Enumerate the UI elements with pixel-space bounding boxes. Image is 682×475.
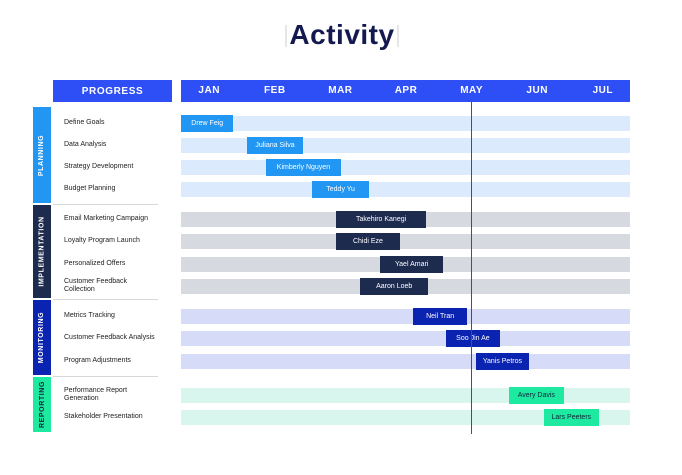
task-track: [181, 330, 630, 346]
phase-divider: [53, 299, 158, 300]
task-bar[interactable]: Neil Tran: [412, 307, 468, 325]
task-label: Performance Report Generation: [64, 386, 128, 403]
month-may: MAY: [460, 85, 483, 96]
phase-divider: [53, 204, 158, 205]
task-bar[interactable]: Aaron Loeb: [360, 277, 429, 295]
phase-label: IMPLEMENTATION: [38, 216, 46, 287]
phase-planning: PLANNING: [33, 107, 51, 203]
task-label: Customer Feedback Collection: [64, 277, 128, 294]
task-track: [181, 409, 630, 425]
task-bar[interactable]: Kimberly Nguyen: [266, 158, 341, 176]
task-bar[interactable]: Yanis Petros: [476, 352, 529, 370]
task-label: Loyalty Program Launch: [64, 236, 140, 244]
task-label: Define Goals: [64, 118, 105, 126]
month-mar: MAR: [328, 85, 353, 96]
phase-implementation: IMPLEMENTATION: [33, 205, 51, 298]
phase-label: MONITORING: [38, 311, 46, 364]
task-track: [181, 159, 630, 175]
month-jul: JUL: [592, 85, 613, 96]
task-label: Budget Planning: [64, 184, 116, 192]
task-label: Stakeholder Presentation: [64, 412, 143, 420]
task-bar[interactable]: Teddy Yu: [312, 180, 370, 198]
phase-monitoring: MONITORING: [33, 300, 51, 375]
task-bar[interactable]: Chidi Eze: [336, 232, 400, 250]
phase-divider: [53, 376, 158, 377]
task-label: Personalized Offers: [64, 259, 126, 267]
task-label: Customer Feedback Analysis: [64, 333, 155, 341]
task-bar[interactable]: Juliana Silva: [246, 136, 304, 154]
task-label: Program Adjustments: [64, 356, 131, 364]
phase-reporting: REPORTING: [33, 377, 51, 432]
task-bar[interactable]: Soo Jin Ae: [445, 329, 501, 347]
task-label: Email Marketing Campaign: [64, 214, 149, 222]
task-bar[interactable]: Avery Davis: [509, 386, 564, 404]
month-jun: JUN: [526, 85, 548, 96]
task-track: [181, 233, 630, 249]
task-track: [181, 308, 630, 324]
task-label: Strategy Development: [64, 162, 134, 170]
task-track: [181, 353, 630, 369]
month-feb: FEB: [264, 85, 286, 96]
month-jan: JAN: [198, 85, 220, 96]
task-bar[interactable]: Lars Peeters: [543, 408, 599, 426]
task-label: Metrics Tracking: [64, 311, 115, 319]
task-label: Data Analysis: [64, 140, 107, 148]
progress-header: PROGRESS: [53, 80, 172, 102]
task-track: [181, 181, 630, 197]
page-title: Activity: [285, 19, 399, 51]
current-date-line: [471, 102, 472, 434]
timeline-header: JAN FEB MAR APR MAY JUN JUL: [181, 80, 630, 102]
phase-label: REPORTING: [38, 380, 46, 429]
month-apr: APR: [394, 85, 418, 96]
task-bar[interactable]: Yael Amari: [379, 255, 444, 273]
phase-label: PLANNING: [38, 134, 46, 176]
task-bar[interactable]: Drew Feig: [181, 114, 234, 132]
task-track: [181, 115, 630, 131]
task-bar[interactable]: Takehiro Kanegi: [336, 210, 426, 228]
